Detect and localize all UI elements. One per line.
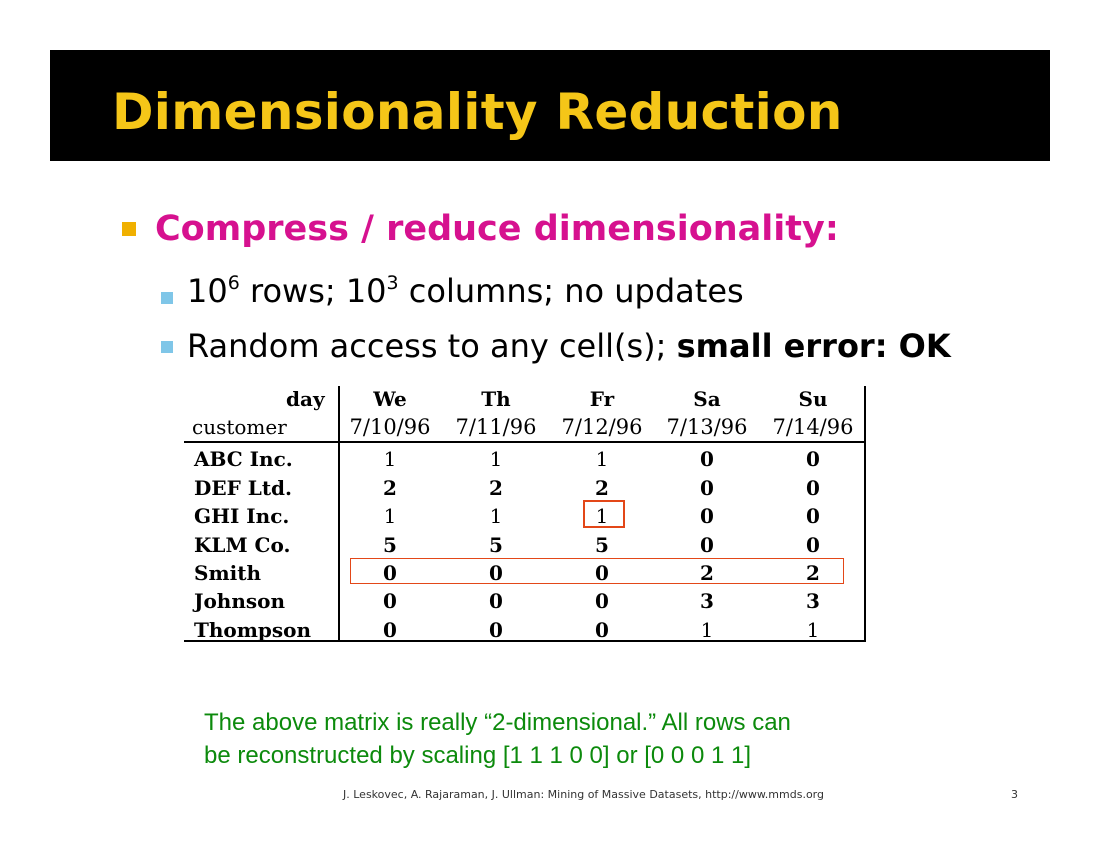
matrix-cell: 1 (700, 618, 714, 642)
matrix-cell: 2 (595, 476, 609, 500)
text-plain: Random access to any cell(s); (187, 327, 677, 365)
matrix-cell: 0 (806, 476, 820, 500)
note-line: The above matrix is really “2-dimensiona… (204, 709, 791, 736)
bullet-marker (122, 222, 136, 236)
day-header: Su (798, 387, 828, 411)
sub-bullet-rows-columns: 106 rows; 103 columns; no updates (187, 270, 744, 312)
matrix-cell: 0 (595, 561, 609, 585)
corner-customer-label: customer (192, 415, 287, 439)
customer-day-matrix: day customer We 7/10/96 Th 7/11/96 Fr 7/12/96… (184, 386, 866, 642)
matrix-cell: 0 (595, 618, 609, 642)
matrix-cell: 3 (700, 589, 714, 613)
matrix-cell: 0 (383, 618, 397, 642)
sub-bullet-marker (161, 292, 173, 304)
matrix-cell: 0 (806, 447, 820, 471)
matrix-cell: 1 (806, 618, 820, 642)
exponent: 3 (386, 272, 399, 294)
title-bar (50, 50, 1050, 161)
exponent: 6 (227, 272, 240, 294)
highlight-row-smith (350, 558, 844, 584)
matrix-cell: 0 (700, 476, 714, 500)
matrix-cell: 1 (595, 447, 609, 471)
date-header: 7/11/96 (455, 415, 537, 439)
matrix-cell: 0 (700, 533, 714, 557)
matrix-cell: 0 (806, 533, 820, 557)
note-line: be reconstructed by scaling [1 1 1 0 0] … (204, 742, 751, 769)
date-header: 7/14/96 (772, 415, 854, 439)
row-label: DEF Ltd. (194, 476, 292, 500)
text-tail: columns; no updates (398, 272, 744, 310)
row-label: Thompson (194, 618, 312, 642)
day-header: We (373, 387, 407, 411)
page-number: 3 (1011, 788, 1018, 801)
text-base: 10 (187, 272, 228, 310)
text-bold: small error: OK (676, 327, 951, 365)
matrix-cell: 2 (489, 476, 503, 500)
highlight-cell-ghi-fr (583, 500, 625, 528)
matrix-cell: 0 (383, 561, 397, 585)
matrix-cell: 5 (489, 533, 503, 557)
matrix-cell: 0 (383, 589, 397, 613)
divider-header (184, 441, 866, 443)
matrix-cell: 1 (595, 504, 609, 528)
footer-citation: J. Leskovec, A. Rajaraman, J. Ullman: Mi… (343, 788, 824, 801)
matrix-cell: 2 (806, 561, 820, 585)
matrix-cell: 1 (383, 504, 397, 528)
matrix-cell: 5 (595, 533, 609, 557)
matrix-cell: 1 (489, 447, 503, 471)
day-header: Sa (693, 387, 721, 411)
row-label: GHI Inc. (194, 504, 290, 528)
row-label: ABC Inc. (194, 447, 293, 471)
day-header: Fr (589, 387, 615, 411)
date-header: 7/10/96 (349, 415, 431, 439)
matrix-cell: 2 (383, 476, 397, 500)
day-header: Th (481, 387, 511, 411)
divider-vertical (338, 386, 340, 642)
matrix-cell: 1 (383, 447, 397, 471)
note-text: The above matrix is really “2-dimensiona… (204, 706, 924, 772)
bullet-heading: Compress / reduce dimensionality: (155, 209, 839, 249)
matrix-cell: 0 (700, 504, 714, 528)
sub-bullet-marker (161, 341, 173, 353)
row-label: Johnson (194, 589, 286, 613)
slide-title: Dimensionality Reduction (112, 83, 843, 141)
text-mid: rows; 10 (239, 272, 387, 310)
divider-right (864, 386, 866, 642)
row-label: KLM Co. (194, 533, 291, 557)
sub-bullet-random-access: Random access to any cell(s); small erro… (187, 325, 951, 367)
matrix-cell: 0 (489, 618, 503, 642)
corner-day-label: day (286, 387, 325, 411)
matrix-cell: 5 (383, 533, 397, 557)
matrix-cell: 2 (700, 561, 714, 585)
matrix-cell: 0 (489, 589, 503, 613)
date-header: 7/13/96 (666, 415, 748, 439)
date-header: 7/12/96 (561, 415, 643, 439)
matrix-cell: 0 (806, 504, 820, 528)
matrix-cell: 0 (489, 561, 503, 585)
row-label: Smith (194, 561, 261, 585)
matrix-cell: 3 (806, 589, 820, 613)
divider-bottom (184, 640, 866, 642)
matrix-cell: 0 (700, 447, 714, 471)
matrix-cell: 0 (595, 589, 609, 613)
matrix-cell: 1 (489, 504, 503, 528)
